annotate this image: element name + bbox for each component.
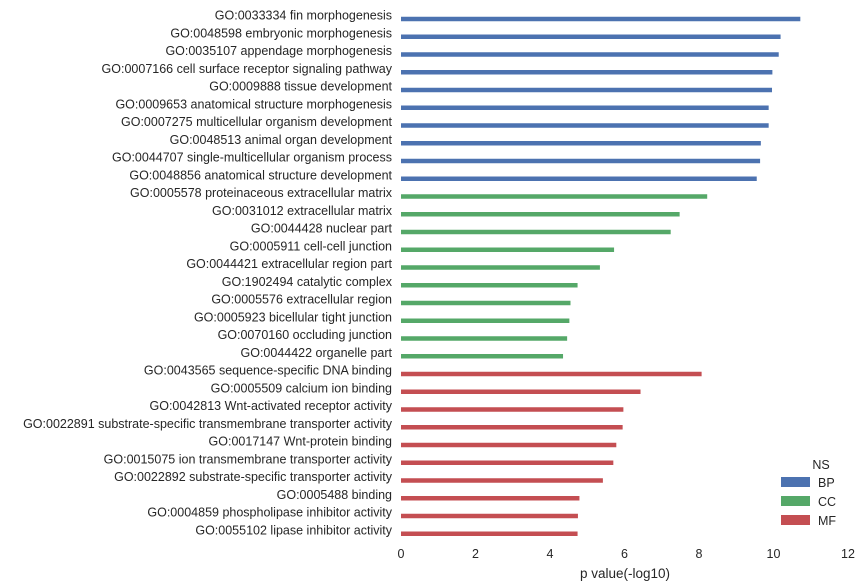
category-label-4: GO:0007166 cell surface receptor signali…	[102, 62, 393, 76]
bar-20	[401, 354, 564, 359]
bar-4	[401, 70, 773, 75]
legend-swatch-mf	[781, 515, 810, 525]
x-axis-label: p value(-log10)	[580, 566, 670, 581]
category-label-27: GO:0022892 substrate-specific transporte…	[114, 470, 393, 484]
x-tick-12: 12	[841, 547, 855, 561]
category-label-30: GO:0055102 lipase inhibitor activity	[195, 523, 392, 537]
bar-16	[401, 283, 578, 288]
bar-8	[401, 141, 761, 146]
category-label-28: GO:0005488 binding	[277, 488, 392, 502]
category-label-6: GO:0009653 anatomical structure morphoge…	[115, 97, 392, 111]
legend-label-bp: BP	[818, 476, 835, 490]
legend-label-mf: MF	[818, 514, 836, 528]
x-tick-4: 4	[547, 547, 554, 561]
bar-27	[401, 478, 603, 483]
bar-12	[401, 212, 680, 217]
bar-22	[401, 389, 641, 394]
bar-23	[401, 407, 624, 412]
category-label-15: GO:0044421 extracellular region part	[186, 257, 392, 271]
legend-swatch-cc	[781, 496, 810, 506]
bar-1	[401, 16, 801, 22]
category-label-10: GO:0048856 anatomical structure developm…	[129, 168, 392, 182]
bar-17	[401, 300, 571, 306]
bar-19	[401, 336, 568, 341]
bar-11	[401, 194, 708, 199]
category-label-13: GO:0044428 nuclear part	[251, 222, 393, 236]
bar-30	[401, 531, 578, 536]
bar-21	[401, 371, 702, 377]
x-tick-6: 6	[621, 547, 628, 561]
legend: NS BP CC MF	[781, 458, 836, 528]
category-label-12: GO:0031012 extracellular matrix	[212, 204, 393, 218]
bar-25	[401, 442, 617, 448]
category-label-21: GO:0043565 sequence-specific DNA binding	[144, 364, 392, 378]
category-label-22: GO:0005509 calcium ion binding	[211, 381, 392, 395]
category-label-1: GO:0033334 fin morphogenesis	[215, 9, 392, 23]
category-label-20: GO:0044422 organelle part	[241, 346, 393, 360]
category-label-5: GO:0009888 tissue development	[209, 80, 392, 94]
legend-swatch-bp	[781, 477, 810, 487]
category-label-9: GO:0044707 single-multicellular organism…	[112, 151, 392, 165]
category-label-17: GO:0005576 extracellular region	[211, 293, 392, 307]
x-tick-10: 10	[767, 547, 781, 561]
bar-7	[401, 123, 769, 128]
category-label-8: GO:0048513 animal organ development	[170, 133, 393, 147]
category-label-16: GO:1902494 catalytic complex	[222, 275, 393, 289]
category-label-23: GO:0042813 Wnt-activated receptor activi…	[150, 399, 393, 413]
bar-15	[401, 265, 600, 270]
category-label-7: GO:0007275 multicellular organism develo…	[121, 115, 393, 129]
bar-18	[401, 318, 570, 323]
category-label-2: GO:0048598 embryonic morphogenesis	[170, 26, 392, 40]
category-label-25: GO:0017147 Wnt-protein binding	[209, 435, 392, 449]
category-label-29: GO:0004859 phospholipase inhibitor activ…	[147, 506, 392, 520]
x-tick-8: 8	[696, 547, 703, 561]
bar-14	[401, 247, 615, 252]
bar-26	[401, 460, 614, 465]
category-label-24: GO:0022891 substrate-specific transmembr…	[23, 417, 393, 431]
category-labels-group: GO:0033334 fin morphogenesis GO:0048598 e…	[23, 9, 393, 538]
category-label-14: GO:0005911 cell-cell junction	[230, 239, 392, 253]
category-label-19: GO:0070160 occluding junction	[218, 328, 392, 342]
category-label-11: GO:0005578 proteinaceous extracellular m…	[130, 186, 393, 200]
bar-3	[401, 52, 779, 57]
x-tick-2: 2	[472, 547, 479, 561]
legend-label-cc: CC	[818, 495, 836, 509]
bar-24	[401, 425, 623, 430]
bar-10	[401, 176, 757, 181]
bar-13	[401, 229, 671, 235]
x-tick-0: 0	[398, 547, 405, 561]
bars-group	[401, 16, 801, 536]
bar-2	[401, 34, 781, 39]
category-label-3: GO:0035107 appendage morphogenesis	[165, 44, 392, 58]
category-label-18: GO:0005923 bicellular tight junction	[194, 310, 392, 324]
bar-29	[401, 513, 578, 519]
legend-title: NS	[812, 458, 829, 472]
x-ticks-group: 0 2 4 6 8 10 12	[398, 547, 855, 561]
bar-5	[401, 87, 773, 93]
category-label-26: GO:0015075 ion transmembrane transporter…	[104, 452, 393, 466]
bar-6	[401, 105, 769, 110]
bar-28	[401, 496, 580, 501]
bar-9	[401, 158, 761, 164]
